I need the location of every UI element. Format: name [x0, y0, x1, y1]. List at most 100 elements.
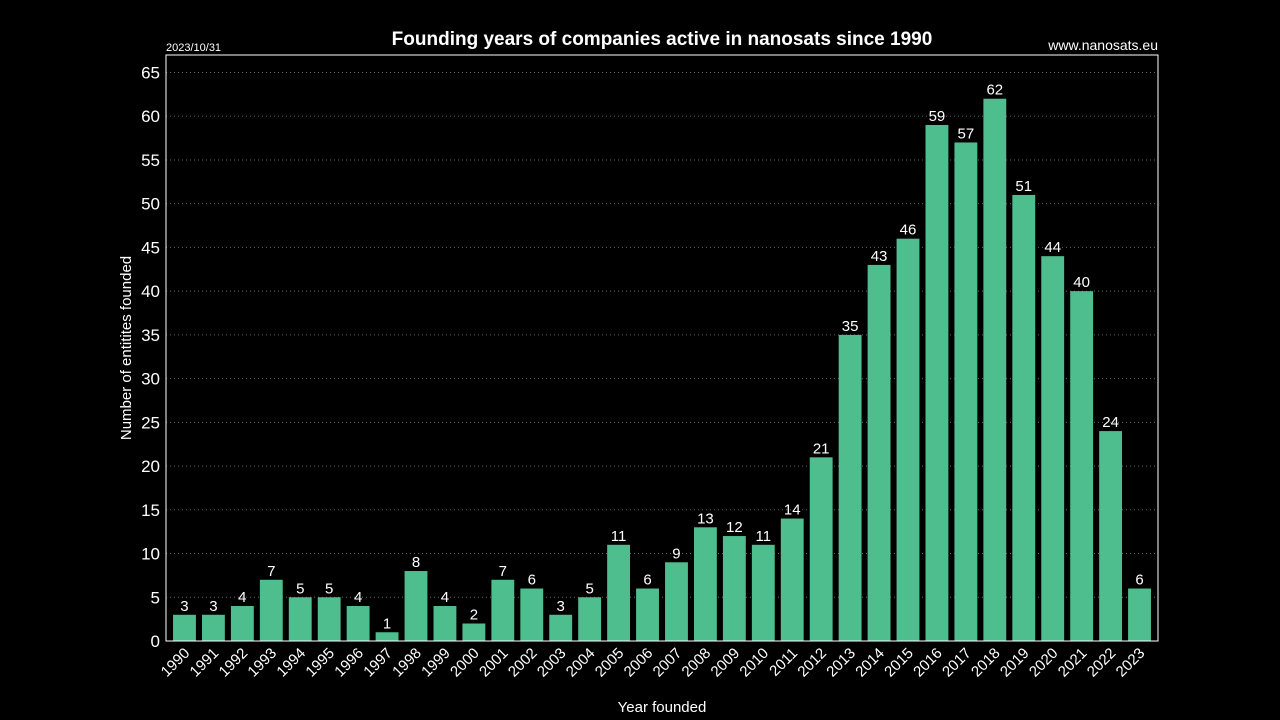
bar-value-label: 62: [986, 82, 1003, 99]
bar: [1128, 588, 1151, 641]
x-tick-label: 1998: [389, 645, 425, 681]
bar: [665, 562, 688, 641]
bar-value-label: 12: [726, 519, 743, 536]
bar-value-label: 44: [1044, 239, 1061, 256]
bar: [636, 588, 659, 641]
x-tick-label: 2018: [968, 645, 1004, 681]
x-tick-label: 2002: [505, 645, 541, 681]
x-tick-label: 1991: [187, 645, 223, 681]
bar: [404, 571, 428, 641]
bar-value-label: 5: [585, 580, 593, 597]
x-tick-label: 2021: [1055, 645, 1091, 681]
bar-value-label: 3: [209, 598, 217, 615]
bar: [201, 614, 225, 641]
bar: [607, 544, 631, 641]
bar-value-label: 43: [871, 248, 888, 265]
plot-frame: [165, 54, 1159, 642]
x-axis-ticks: 1990199119921993199419951996199719981999…: [158, 645, 1149, 681]
bar-value-label: 35: [842, 318, 859, 335]
bar-value-label: 4: [441, 589, 449, 606]
x-tick-label: 2011: [766, 645, 801, 680]
bar: [954, 142, 978, 641]
bars: [173, 98, 1151, 642]
bar-value-label: 3: [557, 598, 565, 615]
x-tick-label: 2009: [708, 645, 744, 681]
bar: [317, 597, 341, 641]
y-tick-label: 55: [141, 151, 160, 170]
x-tick-label: 2023: [1113, 645, 1149, 681]
bar-value-label: 14: [784, 502, 801, 519]
x-tick-label: 2005: [592, 645, 628, 681]
bar: [230, 606, 254, 641]
y-tick-label: 60: [141, 107, 160, 126]
bar: [433, 606, 457, 641]
y-tick-label: 15: [141, 501, 160, 520]
chart-date: 2023/10/31: [166, 42, 221, 54]
bar: [722, 536, 746, 641]
x-tick-label: 1993: [245, 645, 281, 681]
y-tick-label: 0: [151, 632, 160, 651]
y-tick-label: 50: [141, 195, 160, 214]
y-tick-label: 20: [141, 457, 160, 476]
bar-value-label: 8: [412, 554, 420, 571]
bar-value-label: 59: [929, 108, 946, 125]
y-axis-ticks: 0 5 10 15 20 25 30 35 40 45 50 55 60 65: [141, 63, 160, 651]
x-tick-label: 2015: [881, 645, 917, 681]
x-tick-label: 2020: [1026, 645, 1062, 681]
x-tick-label: 2010: [737, 645, 773, 681]
bar-value-label: 46: [900, 222, 917, 239]
bar: [983, 98, 1007, 642]
bar-value-label: 6: [643, 572, 651, 589]
y-tick-label: 30: [141, 370, 160, 389]
x-tick-label: 2001: [476, 645, 512, 681]
x-tick-label: 1994: [273, 645, 309, 681]
bar-value-label: 11: [611, 528, 627, 545]
x-tick-label: 2012: [794, 645, 830, 681]
y-tick-label: 35: [141, 326, 160, 345]
x-tick-label: 2019: [997, 645, 1033, 681]
x-tick-label: 2022: [1084, 645, 1120, 681]
x-tick-label: 2013: [823, 645, 859, 681]
x-tick-label: 2014: [852, 645, 888, 681]
bar: [1012, 194, 1036, 641]
x-tick-label: 2007: [650, 645, 686, 681]
bar-value-label: 57: [958, 125, 975, 142]
y-tick-label: 5: [151, 588, 160, 607]
bar-value-label: 24: [1102, 414, 1119, 431]
x-tick-label: 2008: [679, 645, 715, 681]
bar-value-label: 13: [697, 510, 714, 527]
bar: [1099, 431, 1123, 641]
bar: [693, 527, 717, 641]
bar-value-label: 9: [672, 545, 680, 562]
bar-value-label: 40: [1073, 274, 1090, 291]
x-tick-label: 2017: [939, 645, 975, 681]
website-label: www.nanosats.eu: [1047, 37, 1158, 53]
bar: [578, 597, 602, 641]
x-tick-label: 2000: [447, 645, 483, 681]
y-tick-label: 40: [141, 282, 160, 301]
bar-value-label: 21: [813, 440, 830, 457]
y-tick-label: 25: [141, 413, 160, 432]
x-tick-label: 2004: [563, 645, 599, 681]
bar: [780, 518, 804, 641]
bar: [925, 124, 949, 641]
bar-value-label: 3: [180, 598, 188, 615]
x-tick-label: 1992: [216, 645, 252, 681]
x-tick-label: 2016: [910, 645, 946, 681]
bar: [346, 606, 370, 641]
gridlines: [166, 71, 1158, 598]
bar-value-label: 6: [1135, 572, 1143, 589]
bar: [838, 334, 862, 641]
bar-value-label: 2: [470, 607, 478, 624]
bar: [288, 597, 312, 641]
bar: [751, 544, 775, 641]
bar: [1070, 291, 1094, 641]
bar-value-label: 51: [1015, 178, 1032, 195]
bar-value-label: 6: [528, 572, 536, 589]
x-tick-label: 1997: [360, 645, 396, 681]
bar: [462, 623, 486, 641]
bar: [1041, 256, 1065, 641]
bar: [896, 238, 920, 642]
